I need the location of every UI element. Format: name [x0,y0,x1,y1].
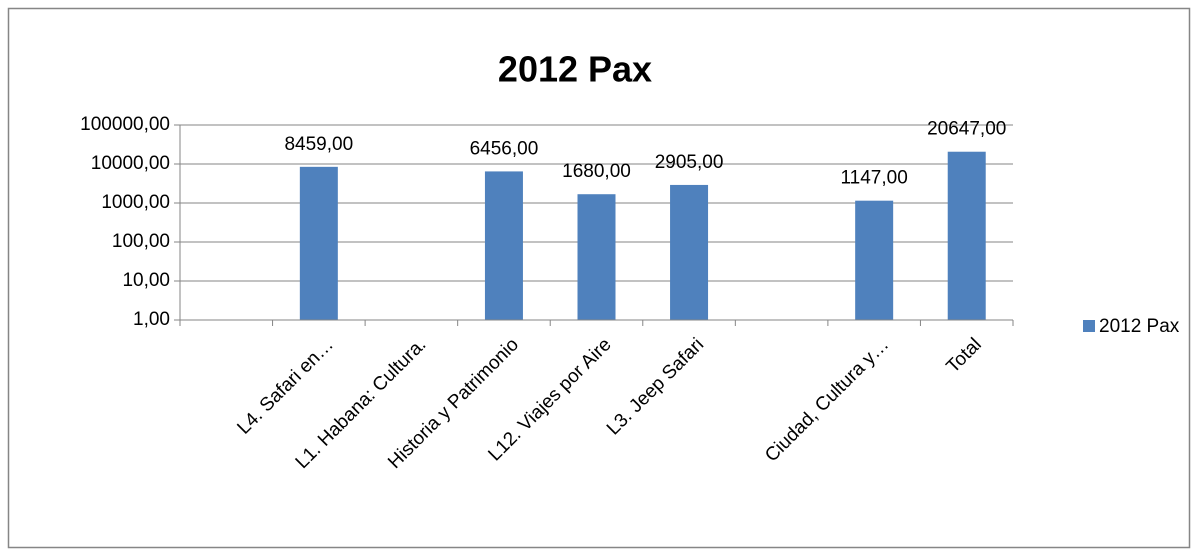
bar [947,151,986,320]
value-label: 6456,00 [470,138,539,159]
y-tick-label: 1000,00 [101,192,170,213]
legend-swatch [1083,320,1095,332]
y-tick-label: 100000,00 [80,114,170,135]
value-label: 20647,00 [927,119,1006,140]
bar [484,171,523,320]
value-label: 1147,00 [841,168,908,189]
y-tick-label: 100,00 [112,231,170,252]
legend-label: 2012 Pax [1099,316,1180,337]
bar [855,200,894,320]
value-label: 8459,00 [284,134,353,155]
y-tick-label: 1,00 [133,309,170,330]
bar [299,166,338,320]
bar [670,184,709,320]
value-label: 2905,00 [655,152,724,173]
chart-title: 2012 Pax [498,49,652,90]
y-tick-label: 10,00 [122,270,170,291]
bar [577,194,616,320]
y-tick-label: 10000,00 [91,153,170,174]
value-label: 1680,00 [562,161,631,182]
